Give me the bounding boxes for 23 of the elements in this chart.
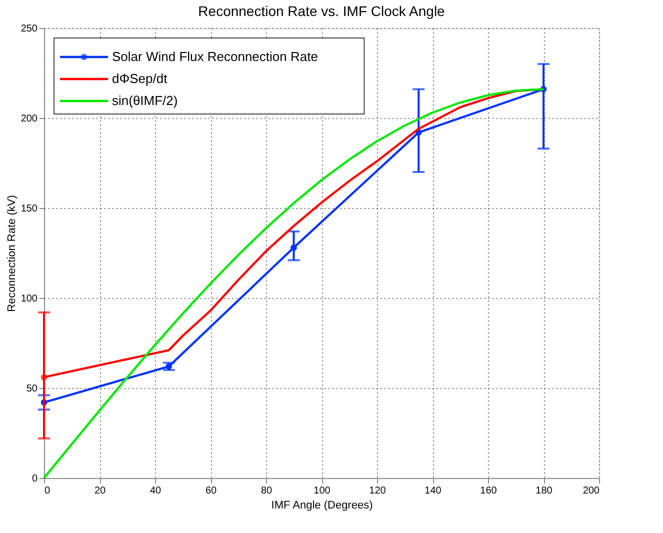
x-tick-label: 40 — [150, 486, 162, 496]
legend-label: dΦSep/dt — [112, 71, 168, 86]
x-tick-label: 140 — [424, 486, 442, 496]
y-tick-label: 0 — [32, 474, 38, 484]
y-tick-label: 100 — [20, 294, 38, 304]
y-tick-label: 150 — [20, 204, 38, 214]
x-tick-label: 160 — [480, 486, 498, 496]
y-axis-title: Reconnection Rate (kV) — [6, 195, 18, 312]
x-tick-label: 100 — [314, 486, 331, 496]
x-tick-label: 200 — [582, 486, 600, 496]
x-axis-title: IMF Angle (Degrees) — [271, 500, 373, 512]
chart-title: Reconnection Rate vs. IMF Clock Angle — [198, 3, 446, 19]
x-tick-label: 120 — [369, 486, 386, 496]
x-tick-label: 80 — [260, 486, 272, 496]
y-tick-label: 250 — [20, 24, 38, 34]
legend-label: Solar Wind Flux Reconnection Rate — [112, 49, 318, 64]
y-tick-label: 50 — [26, 384, 38, 394]
legend-label: sin(θIMF/2) — [112, 93, 178, 108]
y-tick-label: 200 — [20, 114, 38, 124]
x-tick-label: 20 — [94, 486, 106, 496]
x-tick-label: 60 — [205, 486, 217, 496]
x-tick-label: 180 — [536, 486, 553, 496]
x-tick-label: 0 — [44, 486, 50, 496]
